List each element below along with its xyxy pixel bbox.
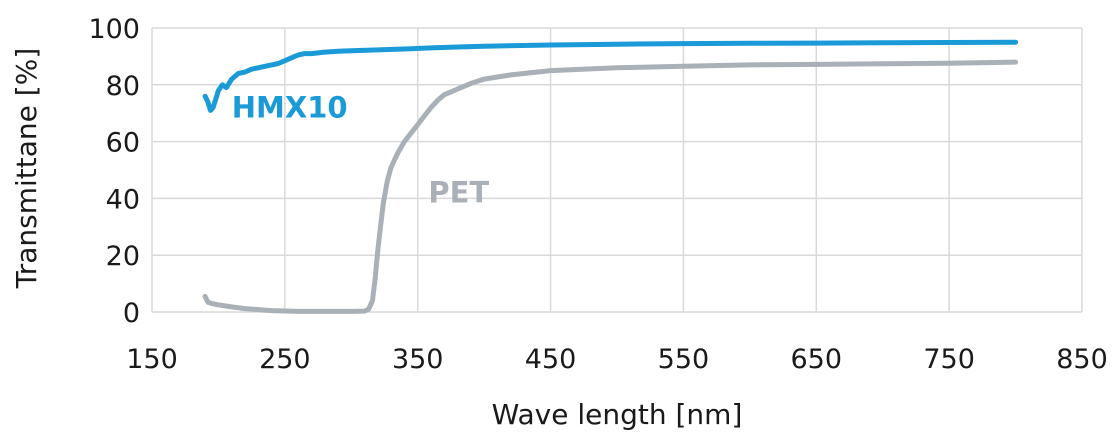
x-tick-label: 650 — [791, 344, 843, 375]
series-line-pet — [202, 59, 1019, 314]
grid — [151, 27, 1083, 313]
x-axis-title: Wave length [nm] — [492, 398, 743, 431]
y-tick-label: 20 — [106, 241, 140, 272]
series-label-hmx10: HMX10 — [232, 91, 348, 125]
x-tick-label: 850 — [1056, 344, 1108, 375]
y-tick-label: 80 — [106, 71, 140, 102]
y-tick-label: 100 — [88, 14, 140, 45]
x-tick-label: 550 — [658, 344, 710, 375]
y-tick-label: 60 — [106, 128, 140, 159]
series-lines — [202, 39, 1019, 314]
series-label-pet: PET — [428, 176, 489, 210]
x-tick-label: 150 — [126, 344, 178, 375]
series-line-hmx10 — [202, 39, 1019, 113]
x-tick-label: 250 — [259, 344, 311, 375]
y-axis-title: Transmittane [%] — [10, 48, 43, 290]
y-tick-label: 0 — [123, 298, 140, 329]
x-tick-label: 450 — [525, 344, 577, 375]
series-labels: HMX10 PET — [232, 91, 490, 210]
tick-labels: 0 20 40 60 80 100 150 250 350 450 550 650 750 850 — [88, 14, 1107, 375]
x-tick-label: 750 — [923, 344, 975, 375]
x-tick-label: 350 — [392, 344, 444, 375]
y-tick-label: 40 — [106, 184, 140, 215]
